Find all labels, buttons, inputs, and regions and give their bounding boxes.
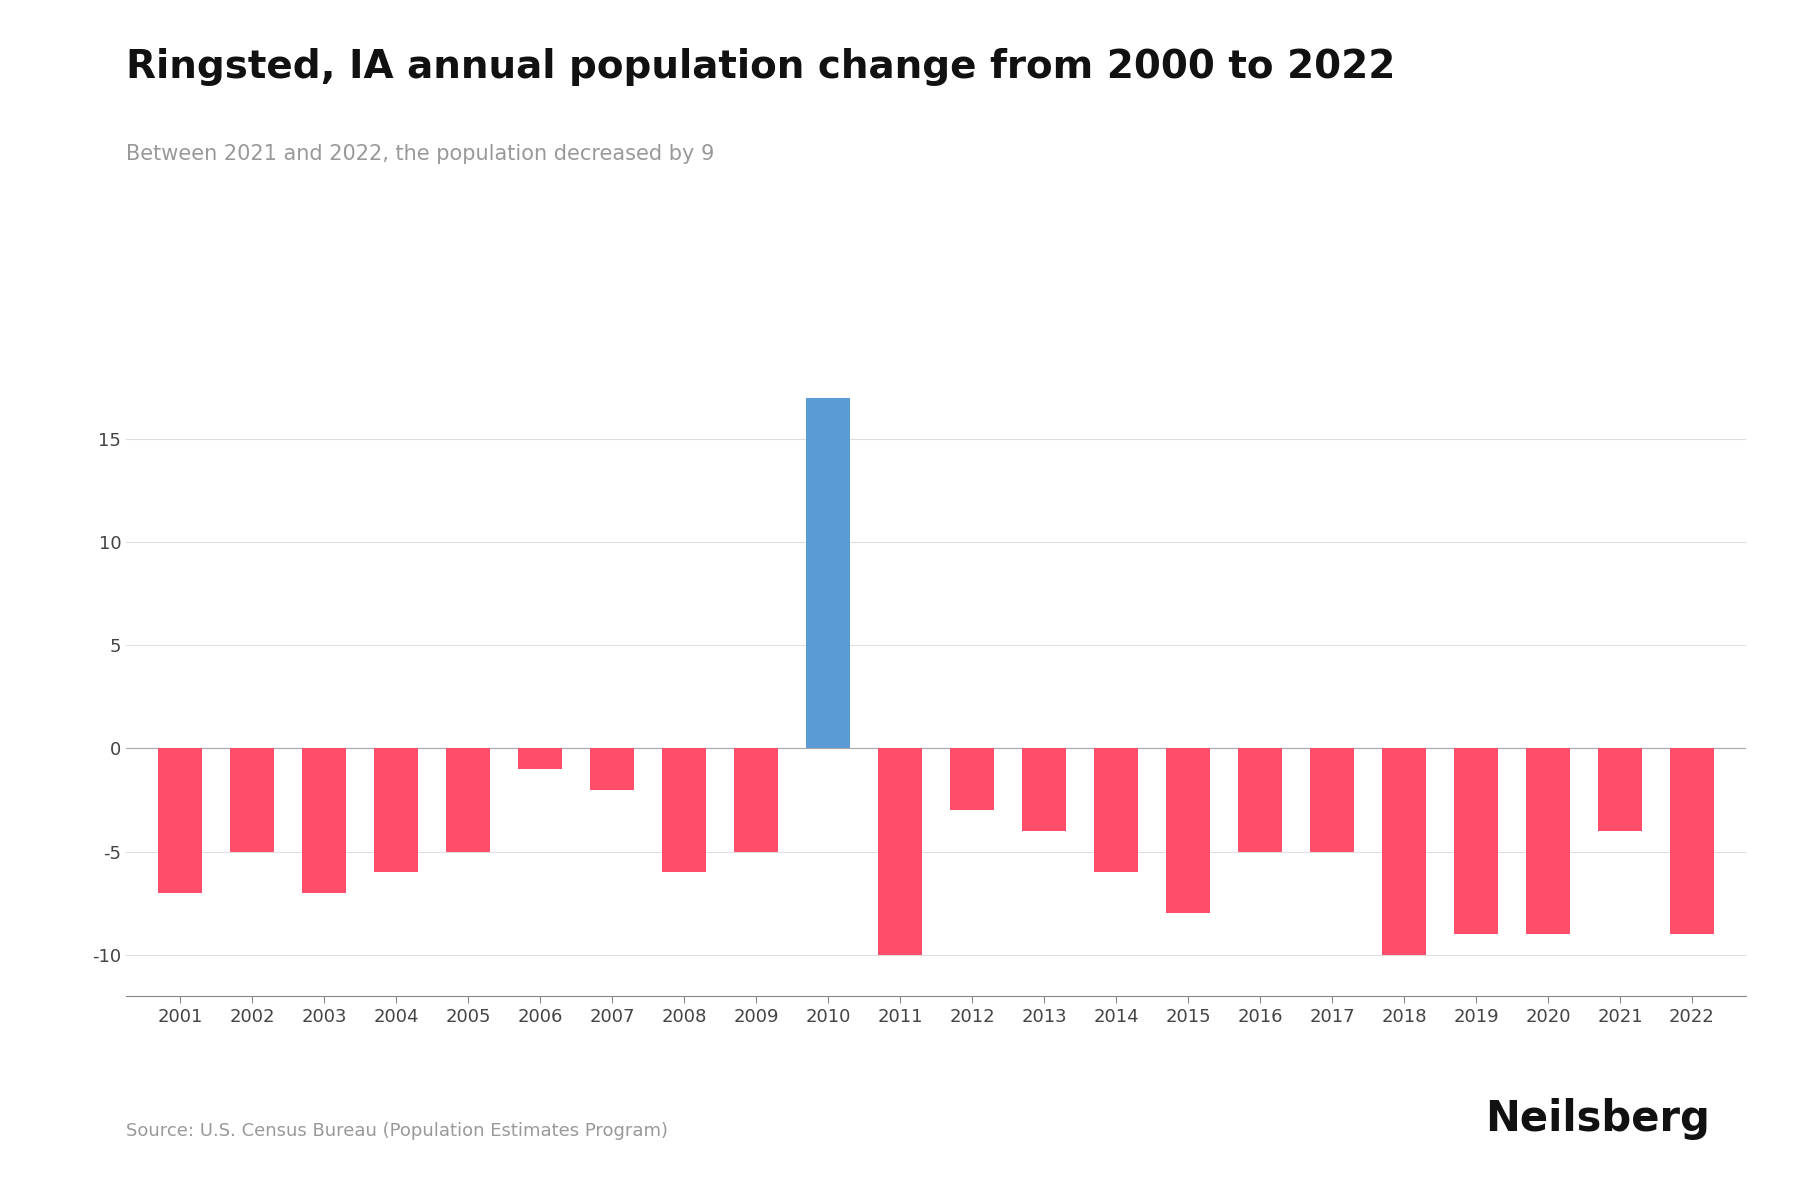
Text: Ringsted, IA annual population change from 2000 to 2022: Ringsted, IA annual population change fr…: [126, 48, 1395, 86]
Bar: [1670, 749, 1714, 934]
Bar: [158, 749, 202, 893]
Bar: [518, 749, 562, 769]
Bar: [590, 749, 634, 790]
Bar: [1310, 749, 1354, 852]
Bar: [1526, 749, 1570, 934]
Text: Source: U.S. Census Bureau (Population Estimates Program): Source: U.S. Census Bureau (Population E…: [126, 1122, 668, 1140]
Bar: [1166, 749, 1210, 913]
Bar: [806, 398, 850, 749]
Bar: [950, 749, 994, 810]
Bar: [734, 749, 778, 852]
Bar: [1598, 749, 1642, 830]
Text: Between 2021 and 2022, the population decreased by 9: Between 2021 and 2022, the population de…: [126, 144, 715, 164]
Bar: [1238, 749, 1282, 852]
Bar: [230, 749, 274, 852]
Bar: [1094, 749, 1138, 872]
Bar: [1382, 749, 1426, 955]
Text: Neilsberg: Neilsberg: [1485, 1098, 1710, 1140]
Bar: [1454, 749, 1498, 934]
Bar: [374, 749, 418, 872]
Bar: [878, 749, 922, 955]
Bar: [446, 749, 490, 852]
Bar: [1022, 749, 1066, 830]
Bar: [662, 749, 706, 872]
Bar: [302, 749, 346, 893]
